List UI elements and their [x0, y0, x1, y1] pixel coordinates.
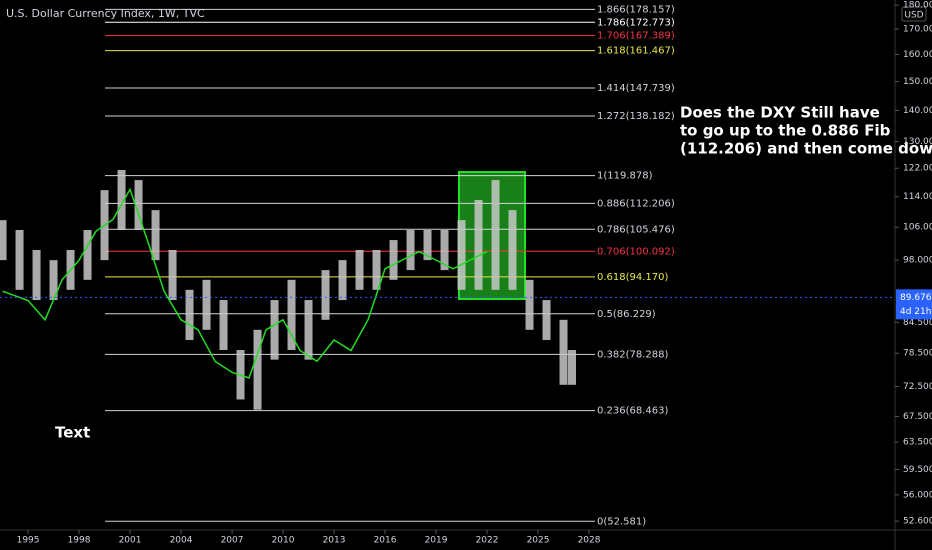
fib-label: 0.382(78.288) — [597, 349, 669, 360]
x-tick-label: 2013 — [323, 536, 346, 546]
x-tick-label: 2028 — [578, 536, 601, 546]
price-bar — [440, 229, 449, 271]
overlay-line — [2, 187, 488, 379]
price-bar — [389, 240, 398, 280]
price-bar — [202, 279, 211, 330]
annotation: Text — [55, 424, 90, 442]
fib-label: 1.618(161.467) — [597, 46, 675, 57]
price-bar — [423, 229, 432, 261]
fib-label: 0.886(112.206) — [597, 198, 675, 209]
y-tick-label: 59.500 — [903, 465, 932, 475]
price-bar — [568, 349, 577, 385]
y-tick-label: 130.000 — [903, 137, 932, 147]
price-bar — [491, 180, 500, 290]
fib-label: 0.5(86.229) — [597, 309, 656, 320]
price-bar — [185, 289, 194, 341]
fib-label: 0.706(100.092) — [597, 246, 675, 257]
price-bar — [32, 249, 41, 301]
currency: USD — [904, 11, 923, 21]
price-bar — [219, 300, 228, 350]
fib-label: 1.706(167.389) — [597, 31, 675, 42]
price-bar — [270, 300, 279, 360]
annotation: to go up to the 0.886 Fib — [680, 122, 891, 140]
annotation: Does the DXY Still have — [680, 104, 880, 122]
price-bar — [525, 279, 534, 330]
price-bar — [372, 249, 381, 290]
y-tick-label: 78.500 — [903, 349, 932, 359]
price-bar — [508, 210, 517, 290]
chart-title: U.S. Dollar Currency Index, 1W, TVC — [6, 7, 205, 20]
price-bar — [542, 300, 551, 341]
price-bar — [0, 220, 7, 261]
y-tick-label: 170.000 — [903, 25, 932, 35]
price-bar — [406, 229, 415, 271]
x-tick-label: 2025 — [527, 536, 550, 546]
fib-label: 1.272(138.182) — [597, 111, 675, 122]
fib-label: 0(52.581) — [597, 516, 646, 527]
x-tick-label: 1998 — [68, 536, 91, 546]
y-tick-label: 63.500 — [903, 438, 932, 448]
y-tick-label: 52.600 — [903, 517, 932, 527]
last-price-box — [896, 289, 932, 320]
price-bar — [457, 220, 466, 290]
price-bar — [321, 270, 330, 320]
y-tick-label: 114.000 — [903, 192, 932, 202]
y-tick-label: 98.000 — [903, 256, 932, 266]
countdown: 4d 21h — [900, 307, 931, 317]
price-bar — [117, 169, 126, 230]
price-bar — [83, 229, 92, 280]
price-bar — [151, 210, 160, 261]
fib-label: 0.236(68.463) — [597, 406, 669, 417]
y-tick-label: 84.500 — [903, 318, 932, 328]
y-tick-label: 160.000 — [903, 50, 932, 60]
y-tick-label: 72.500 — [903, 382, 932, 392]
y-tick-label: 67.500 — [903, 412, 932, 422]
y-tick-label: 122.000 — [903, 164, 932, 174]
price-bar — [338, 260, 347, 301]
fib-label: 1(119.878) — [597, 171, 653, 182]
price-bar — [253, 329, 262, 410]
price-bar — [474, 200, 483, 290]
x-tick-label: 2022 — [476, 536, 499, 546]
x-tick-label: 2004 — [170, 536, 193, 546]
price-bar — [304, 300, 313, 360]
price-bar — [15, 229, 24, 290]
y-tick-label: 180.000 — [903, 1, 932, 11]
annotation: (112.206) and then come down. — [680, 140, 932, 158]
y-tick-label: 140.000 — [903, 106, 932, 116]
x-tick-label: 2019 — [425, 536, 448, 546]
price-bar — [168, 249, 177, 301]
price-bar — [134, 180, 143, 230]
price-bar — [355, 249, 364, 290]
fib-label: 0.786(105.476) — [597, 224, 675, 235]
fib-label: 1.786(172.773) — [597, 17, 675, 28]
fib-label: 1.866(178.157) — [597, 4, 675, 15]
fib-label: 1.414(147.739) — [597, 83, 675, 94]
x-tick-label: 1995 — [17, 536, 40, 546]
y-tick-label: 56.000 — [903, 490, 932, 500]
price-bar — [559, 319, 568, 385]
y-tick-label: 150.000 — [903, 77, 932, 87]
fib-label: 0.618(94.170) — [597, 272, 669, 283]
x-tick-label: 2001 — [119, 536, 142, 546]
x-tick-label: 2007 — [221, 536, 244, 546]
price-bar — [49, 260, 58, 301]
currency-badge — [901, 6, 927, 22]
x-tick-label: 2010 — [272, 536, 295, 546]
x-tick-label: 2016 — [374, 536, 397, 546]
last-price-label: 89.676 — [900, 293, 932, 303]
price-bar — [287, 279, 296, 350]
y-tick-label: 106.000 — [903, 223, 932, 233]
